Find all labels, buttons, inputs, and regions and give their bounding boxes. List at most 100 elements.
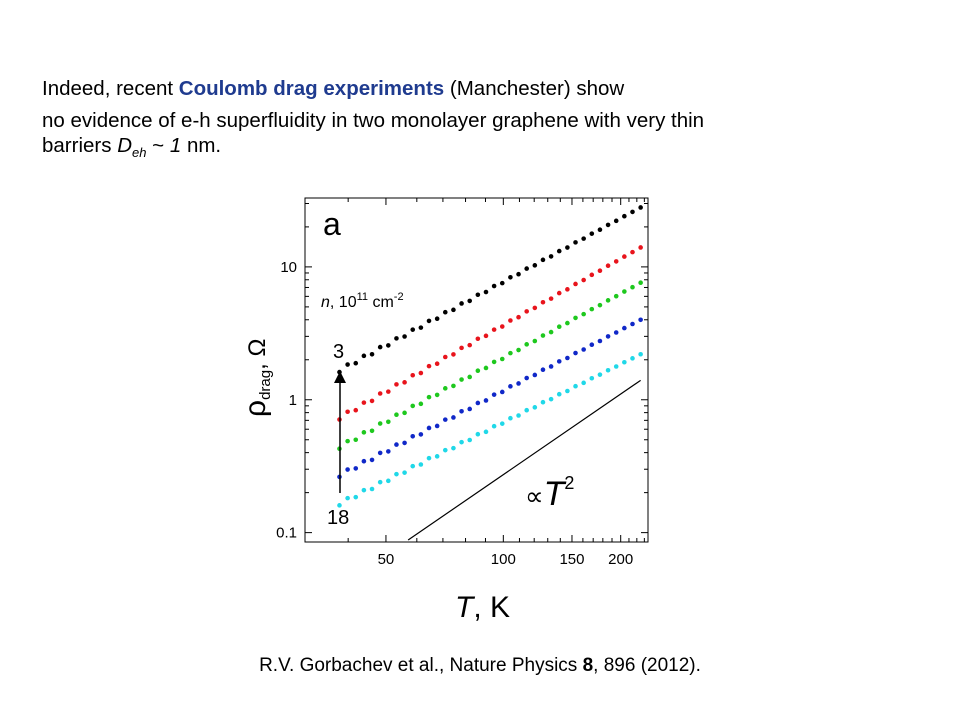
data-point bbox=[556, 359, 562, 364]
data-point bbox=[386, 478, 391, 484]
data-point bbox=[597, 302, 603, 308]
data-point bbox=[638, 351, 643, 357]
data-point bbox=[442, 447, 448, 453]
data-point bbox=[540, 367, 546, 372]
data-point bbox=[426, 455, 432, 461]
data-point bbox=[524, 375, 529, 381]
data-point bbox=[548, 254, 554, 259]
data-point bbox=[442, 386, 448, 391]
data-point bbox=[565, 245, 570, 250]
arrow-bottom-label: 18 bbox=[327, 507, 349, 529]
data-point bbox=[369, 428, 375, 434]
data-point bbox=[630, 209, 635, 215]
data-point bbox=[613, 218, 619, 224]
data-point bbox=[540, 399, 546, 405]
data-point bbox=[524, 266, 529, 271]
data-point bbox=[483, 398, 489, 403]
data-point bbox=[540, 299, 546, 305]
data-point bbox=[597, 227, 603, 233]
data-point bbox=[459, 409, 464, 414]
data-point bbox=[483, 289, 489, 295]
data-point bbox=[548, 296, 554, 301]
citation-volume: 8 bbox=[582, 655, 594, 676]
data-point bbox=[540, 333, 546, 338]
data-point bbox=[402, 410, 407, 416]
data-point bbox=[581, 277, 586, 283]
data-point bbox=[459, 439, 464, 445]
data-point bbox=[491, 392, 497, 397]
series-1 bbox=[337, 205, 643, 375]
data-point bbox=[548, 364, 554, 369]
data-point bbox=[426, 394, 432, 400]
data-point bbox=[353, 437, 359, 443]
data-point bbox=[499, 389, 505, 395]
data-point bbox=[426, 363, 432, 369]
data-point bbox=[605, 334, 611, 339]
line1-highlight: Coulomb drag experiments bbox=[178, 77, 445, 100]
data-series bbox=[337, 205, 643, 508]
data-point bbox=[361, 430, 367, 435]
line3-mid: ~ bbox=[146, 134, 170, 157]
data-point bbox=[491, 423, 497, 429]
data-point bbox=[410, 463, 416, 469]
data-point bbox=[622, 359, 627, 365]
data-point bbox=[597, 268, 603, 274]
data-point bbox=[451, 307, 456, 313]
line1-suffix: (Manchester) show bbox=[444, 77, 625, 100]
data-point bbox=[410, 433, 416, 439]
data-point bbox=[426, 318, 432, 324]
data-point bbox=[573, 240, 578, 245]
data-point bbox=[467, 374, 473, 380]
x-tick-label: 100 bbox=[491, 551, 516, 568]
data-point bbox=[402, 470, 407, 475]
data-point bbox=[434, 361, 440, 367]
data-point bbox=[605, 367, 611, 373]
data-point bbox=[532, 338, 538, 344]
data-point bbox=[556, 290, 562, 296]
data-point bbox=[499, 421, 505, 426]
data-point bbox=[581, 380, 586, 386]
ylabel-subscript: drag bbox=[257, 370, 274, 400]
data-point bbox=[353, 494, 359, 500]
data-point bbox=[353, 466, 359, 471]
series-2 bbox=[337, 245, 643, 422]
data-point bbox=[508, 415, 513, 421]
data-point bbox=[467, 406, 473, 412]
density-unit: cm bbox=[368, 294, 394, 311]
data-point bbox=[589, 231, 595, 236]
data-point bbox=[589, 342, 595, 348]
data-point bbox=[638, 317, 643, 323]
data-point bbox=[394, 412, 399, 418]
series-4 bbox=[337, 317, 643, 480]
data-point bbox=[345, 362, 350, 367]
data-point bbox=[418, 462, 424, 467]
data-point bbox=[394, 442, 399, 447]
line3-value: 1 bbox=[169, 134, 182, 157]
data-point bbox=[467, 437, 473, 443]
xlabel-rest: , K bbox=[473, 591, 510, 624]
data-point bbox=[377, 450, 383, 456]
data-point bbox=[589, 272, 595, 278]
data-point bbox=[459, 345, 464, 351]
data-point bbox=[589, 306, 595, 312]
data-point bbox=[377, 391, 383, 396]
citation-prefix: R.V. Gorbachev et al., Nature Physics bbox=[259, 655, 583, 676]
data-point bbox=[394, 382, 399, 387]
data-point bbox=[475, 292, 481, 298]
data-point bbox=[451, 445, 456, 451]
data-point bbox=[613, 293, 619, 299]
data-point bbox=[597, 372, 603, 377]
data-point bbox=[532, 372, 538, 378]
data-point bbox=[508, 318, 513, 323]
data-point bbox=[605, 298, 611, 303]
data-point bbox=[475, 400, 481, 406]
slide-line-3: barriers Deh ~ 1 nm. bbox=[42, 134, 922, 164]
x-tick-label: 50 bbox=[378, 551, 395, 568]
data-point bbox=[345, 438, 350, 444]
data-point bbox=[622, 325, 627, 331]
data-point bbox=[483, 333, 489, 339]
data-point bbox=[508, 274, 513, 280]
data-point bbox=[565, 355, 570, 361]
tick-labels: 50 100 150 200 0.1 1 10 bbox=[276, 259, 633, 568]
data-point bbox=[581, 347, 586, 352]
